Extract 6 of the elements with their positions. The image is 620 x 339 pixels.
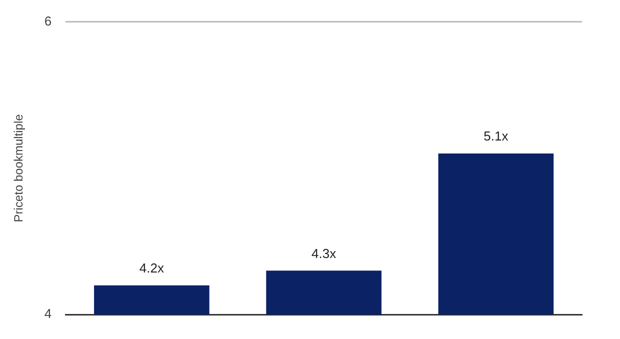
y-tick-label: 6 bbox=[44, 13, 52, 28]
y-tick-label: 4 bbox=[44, 306, 52, 322]
y-axis-title: Priceto bookmultiple bbox=[12, 114, 26, 222]
data-label: 5.1x bbox=[484, 128, 509, 144]
data-label: 4.2x bbox=[139, 260, 164, 276]
data-label: 4.3x bbox=[312, 246, 337, 261]
